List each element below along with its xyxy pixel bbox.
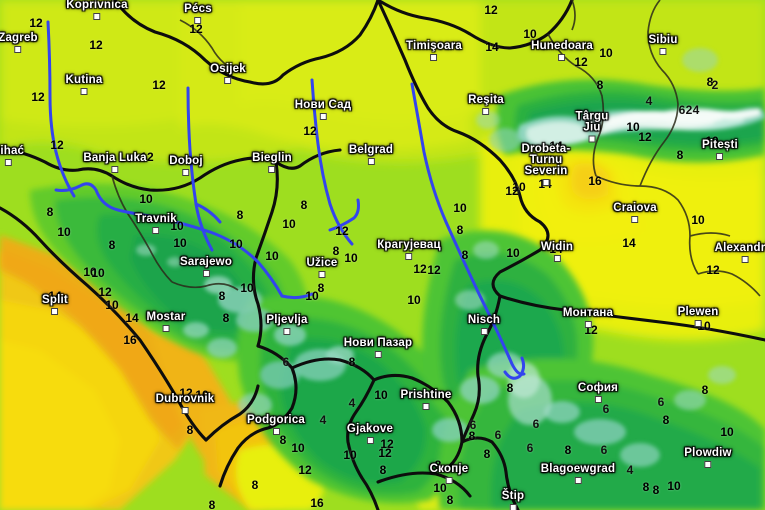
- river-drava: [46, 20, 76, 198]
- rivers-layer: [46, 20, 526, 380]
- region-borders: [111, 0, 761, 297]
